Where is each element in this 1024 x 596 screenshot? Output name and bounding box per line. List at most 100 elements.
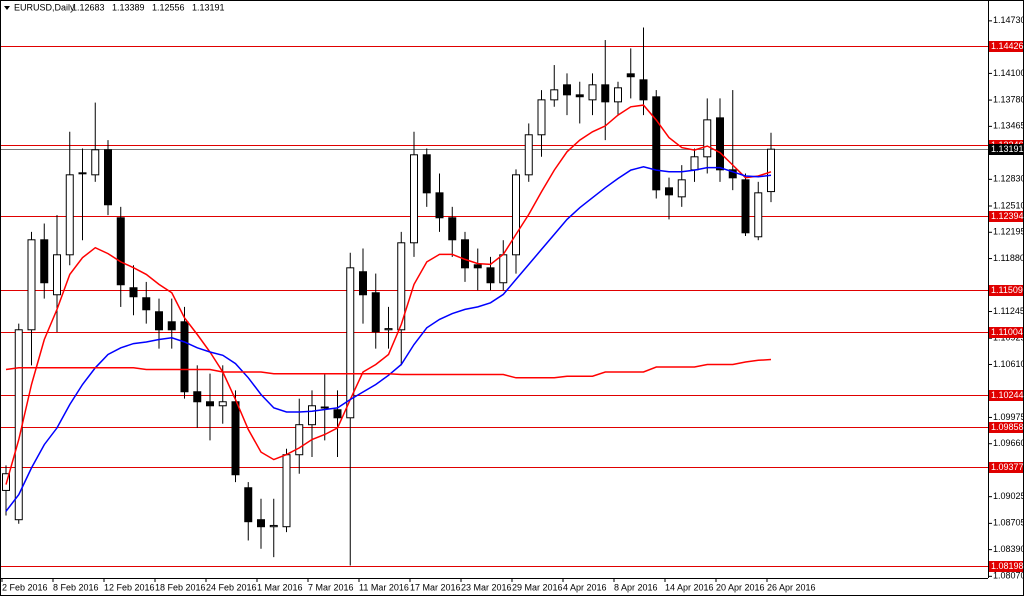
candle-body	[448, 217, 457, 241]
candle-body	[91, 149, 100, 176]
candle-body	[486, 267, 495, 284]
level-label: 1.08198	[991, 561, 1024, 571]
candle-body	[435, 192, 444, 219]
candle-body	[320, 406, 329, 409]
x-tick-label: 29 Mar 2016	[512, 582, 563, 592]
x-tick-label: 1 Mar 2016	[257, 582, 303, 592]
candle-body	[53, 254, 61, 296]
y-tick-label: 1.09660	[993, 438, 1024, 448]
candle-body	[626, 73, 635, 78]
candle-body	[206, 401, 214, 407]
x-tick-label: 20 Apr 2016	[716, 582, 765, 592]
level-label: 1.11004	[991, 327, 1023, 337]
y-tick-label: 1.12195	[993, 227, 1024, 237]
moving-average	[5, 166, 772, 512]
candle-body	[677, 179, 686, 198]
header-quote: 1.13389	[112, 2, 145, 12]
candle-body	[371, 292, 380, 333]
candle-body	[397, 242, 406, 331]
level-label: 1.14426	[991, 41, 1024, 51]
candle-body	[754, 192, 763, 238]
candle-body	[142, 297, 151, 311]
x-tick-label: 8 Apr 2016	[614, 582, 658, 592]
header-quote: 1.12556	[152, 2, 185, 12]
x-tick-label: 24 Feb 2016	[206, 582, 257, 592]
x-tick-label: 18 Feb 2016	[155, 582, 206, 592]
candle-body	[282, 454, 291, 528]
candle-body	[308, 405, 316, 426]
menu-triangle	[4, 6, 10, 10]
header-quote: 1.12683	[72, 2, 105, 12]
level-label-box	[989, 285, 1023, 296]
y-tick-label: 1.10610	[993, 359, 1024, 369]
x-tick-label: 8 Feb 2016	[53, 582, 99, 592]
level-label-box	[989, 211, 1023, 222]
level-label-box	[989, 41, 1023, 52]
candle-body	[167, 321, 176, 331]
x-tick-label: 4 Apr 2016	[563, 582, 607, 592]
x-tick-label: 23 Mar 2016	[461, 582, 512, 592]
level-label: 1.12394	[991, 211, 1024, 221]
level-label-box	[989, 327, 1023, 338]
candle-body	[665, 187, 673, 196]
header-quote: 1.13191	[192, 2, 225, 12]
candle-body	[639, 79, 648, 101]
y-tick-label: 1.11245	[993, 306, 1024, 316]
candle-body	[410, 154, 418, 244]
y-tick-label: 1.12510	[993, 200, 1024, 210]
x-tick-label: 26 Apr 2016	[767, 582, 816, 592]
candle-body	[601, 84, 610, 103]
candle-body	[703, 119, 712, 158]
y-tick-label: 1.11880	[993, 253, 1024, 263]
candle-body	[333, 409, 342, 419]
candle-body	[116, 217, 125, 286]
level-label: 1.09377	[991, 462, 1024, 472]
candle-body	[78, 172, 87, 175]
candle-body	[295, 424, 304, 456]
candle-body	[193, 391, 202, 403]
candle-body	[27, 239, 36, 331]
candle-body	[346, 267, 355, 419]
candle-body	[716, 117, 724, 171]
level-label-box	[989, 462, 1023, 473]
y-tick-label: 1.13780	[993, 94, 1024, 104]
candle-body	[728, 169, 737, 179]
y-tick-label: 1.13465	[993, 121, 1024, 131]
candle-body	[473, 264, 482, 269]
candle-body	[180, 321, 189, 393]
y-tick-label: 1.09975	[993, 412, 1024, 422]
y-tick-label: 1.08070	[993, 571, 1024, 581]
x-tick-label: 7 Mar 2016	[308, 582, 354, 592]
candle-body	[155, 311, 163, 331]
level-label: 1.10244	[991, 390, 1024, 400]
candle-body	[257, 519, 265, 528]
x-tick-label: 14 Apr 2016	[665, 582, 714, 592]
y-tick-label: 1.12830	[993, 174, 1024, 184]
y-tick-label: 1.08390	[993, 544, 1024, 554]
candle-body	[614, 87, 622, 103]
x-tick-label: 2 Feb 2016	[2, 582, 48, 592]
candle-body	[652, 96, 661, 191]
y-tick-label: 1.14730	[993, 15, 1024, 25]
level-label-box	[989, 561, 1023, 572]
candle-body	[563, 84, 571, 96]
candle-body	[269, 524, 278, 528]
candle-body	[550, 89, 559, 101]
current-price-box	[989, 144, 1023, 155]
y-tick-label: 1.09025	[993, 491, 1024, 501]
candle-body	[575, 94, 584, 98]
candle-body	[384, 328, 393, 331]
x-tick-label: 12 Feb 2016	[104, 582, 155, 592]
candle-body	[461, 239, 469, 269]
candle-body	[499, 254, 508, 284]
candle-body	[422, 154, 431, 194]
candle-body	[537, 99, 546, 136]
candle-body	[40, 239, 49, 284]
moving-average	[5, 358, 772, 379]
y-tick-label: 1.08705	[993, 518, 1024, 528]
candle-body	[244, 487, 253, 523]
candle-body	[588, 84, 597, 101]
candle-body	[741, 179, 750, 234]
